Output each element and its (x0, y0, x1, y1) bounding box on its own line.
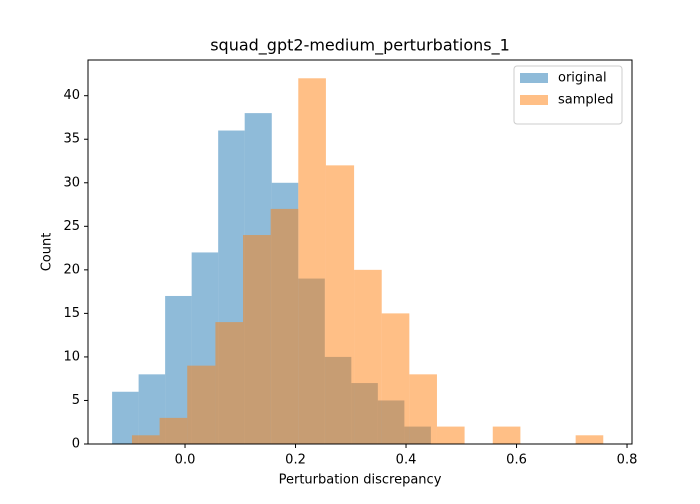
y-tick-label: 25 (63, 219, 80, 234)
y-tick-label: 35 (63, 132, 80, 147)
x-tick-label: 0.8 (617, 453, 638, 468)
bar (159, 417, 188, 444)
legend-swatch (520, 95, 548, 105)
bar (187, 365, 216, 444)
bar (243, 235, 271, 444)
axes-frame (87, 59, 633, 445)
y-tick-label: 40 (63, 88, 80, 103)
x-tick-label: 0.0 (175, 453, 196, 468)
bar (575, 435, 604, 444)
bar (409, 374, 437, 444)
bar (298, 78, 326, 445)
bar (436, 426, 465, 444)
x-axis-label: Perturbation discrepancy (279, 473, 442, 488)
legend-label: original (558, 71, 607, 86)
bar (381, 313, 410, 444)
bar (492, 426, 521, 444)
y-tick-label: 5 (72, 393, 80, 408)
y-axis-label: Count (40, 233, 55, 272)
bar (270, 208, 299, 444)
x-tick-label: 0.6 (506, 453, 527, 468)
bar (215, 322, 244, 444)
y-tick-label: 15 (63, 306, 80, 321)
bar (354, 269, 382, 444)
y-tick-label: 20 (63, 262, 80, 277)
x-tick-label: 0.4 (396, 453, 417, 468)
bar (131, 435, 160, 444)
y-tick-label: 0 (72, 437, 80, 452)
x-tick-label: 0.2 (285, 453, 306, 468)
y-tick-label: 30 (63, 175, 80, 190)
legend-label: sampled (558, 93, 614, 108)
chart-title: squad_gpt2-medium_perturbations_1 (210, 36, 510, 56)
legend-swatch (520, 73, 548, 83)
bar (325, 165, 355, 445)
bars (112, 78, 604, 445)
y-tick-label: 10 (63, 349, 80, 364)
